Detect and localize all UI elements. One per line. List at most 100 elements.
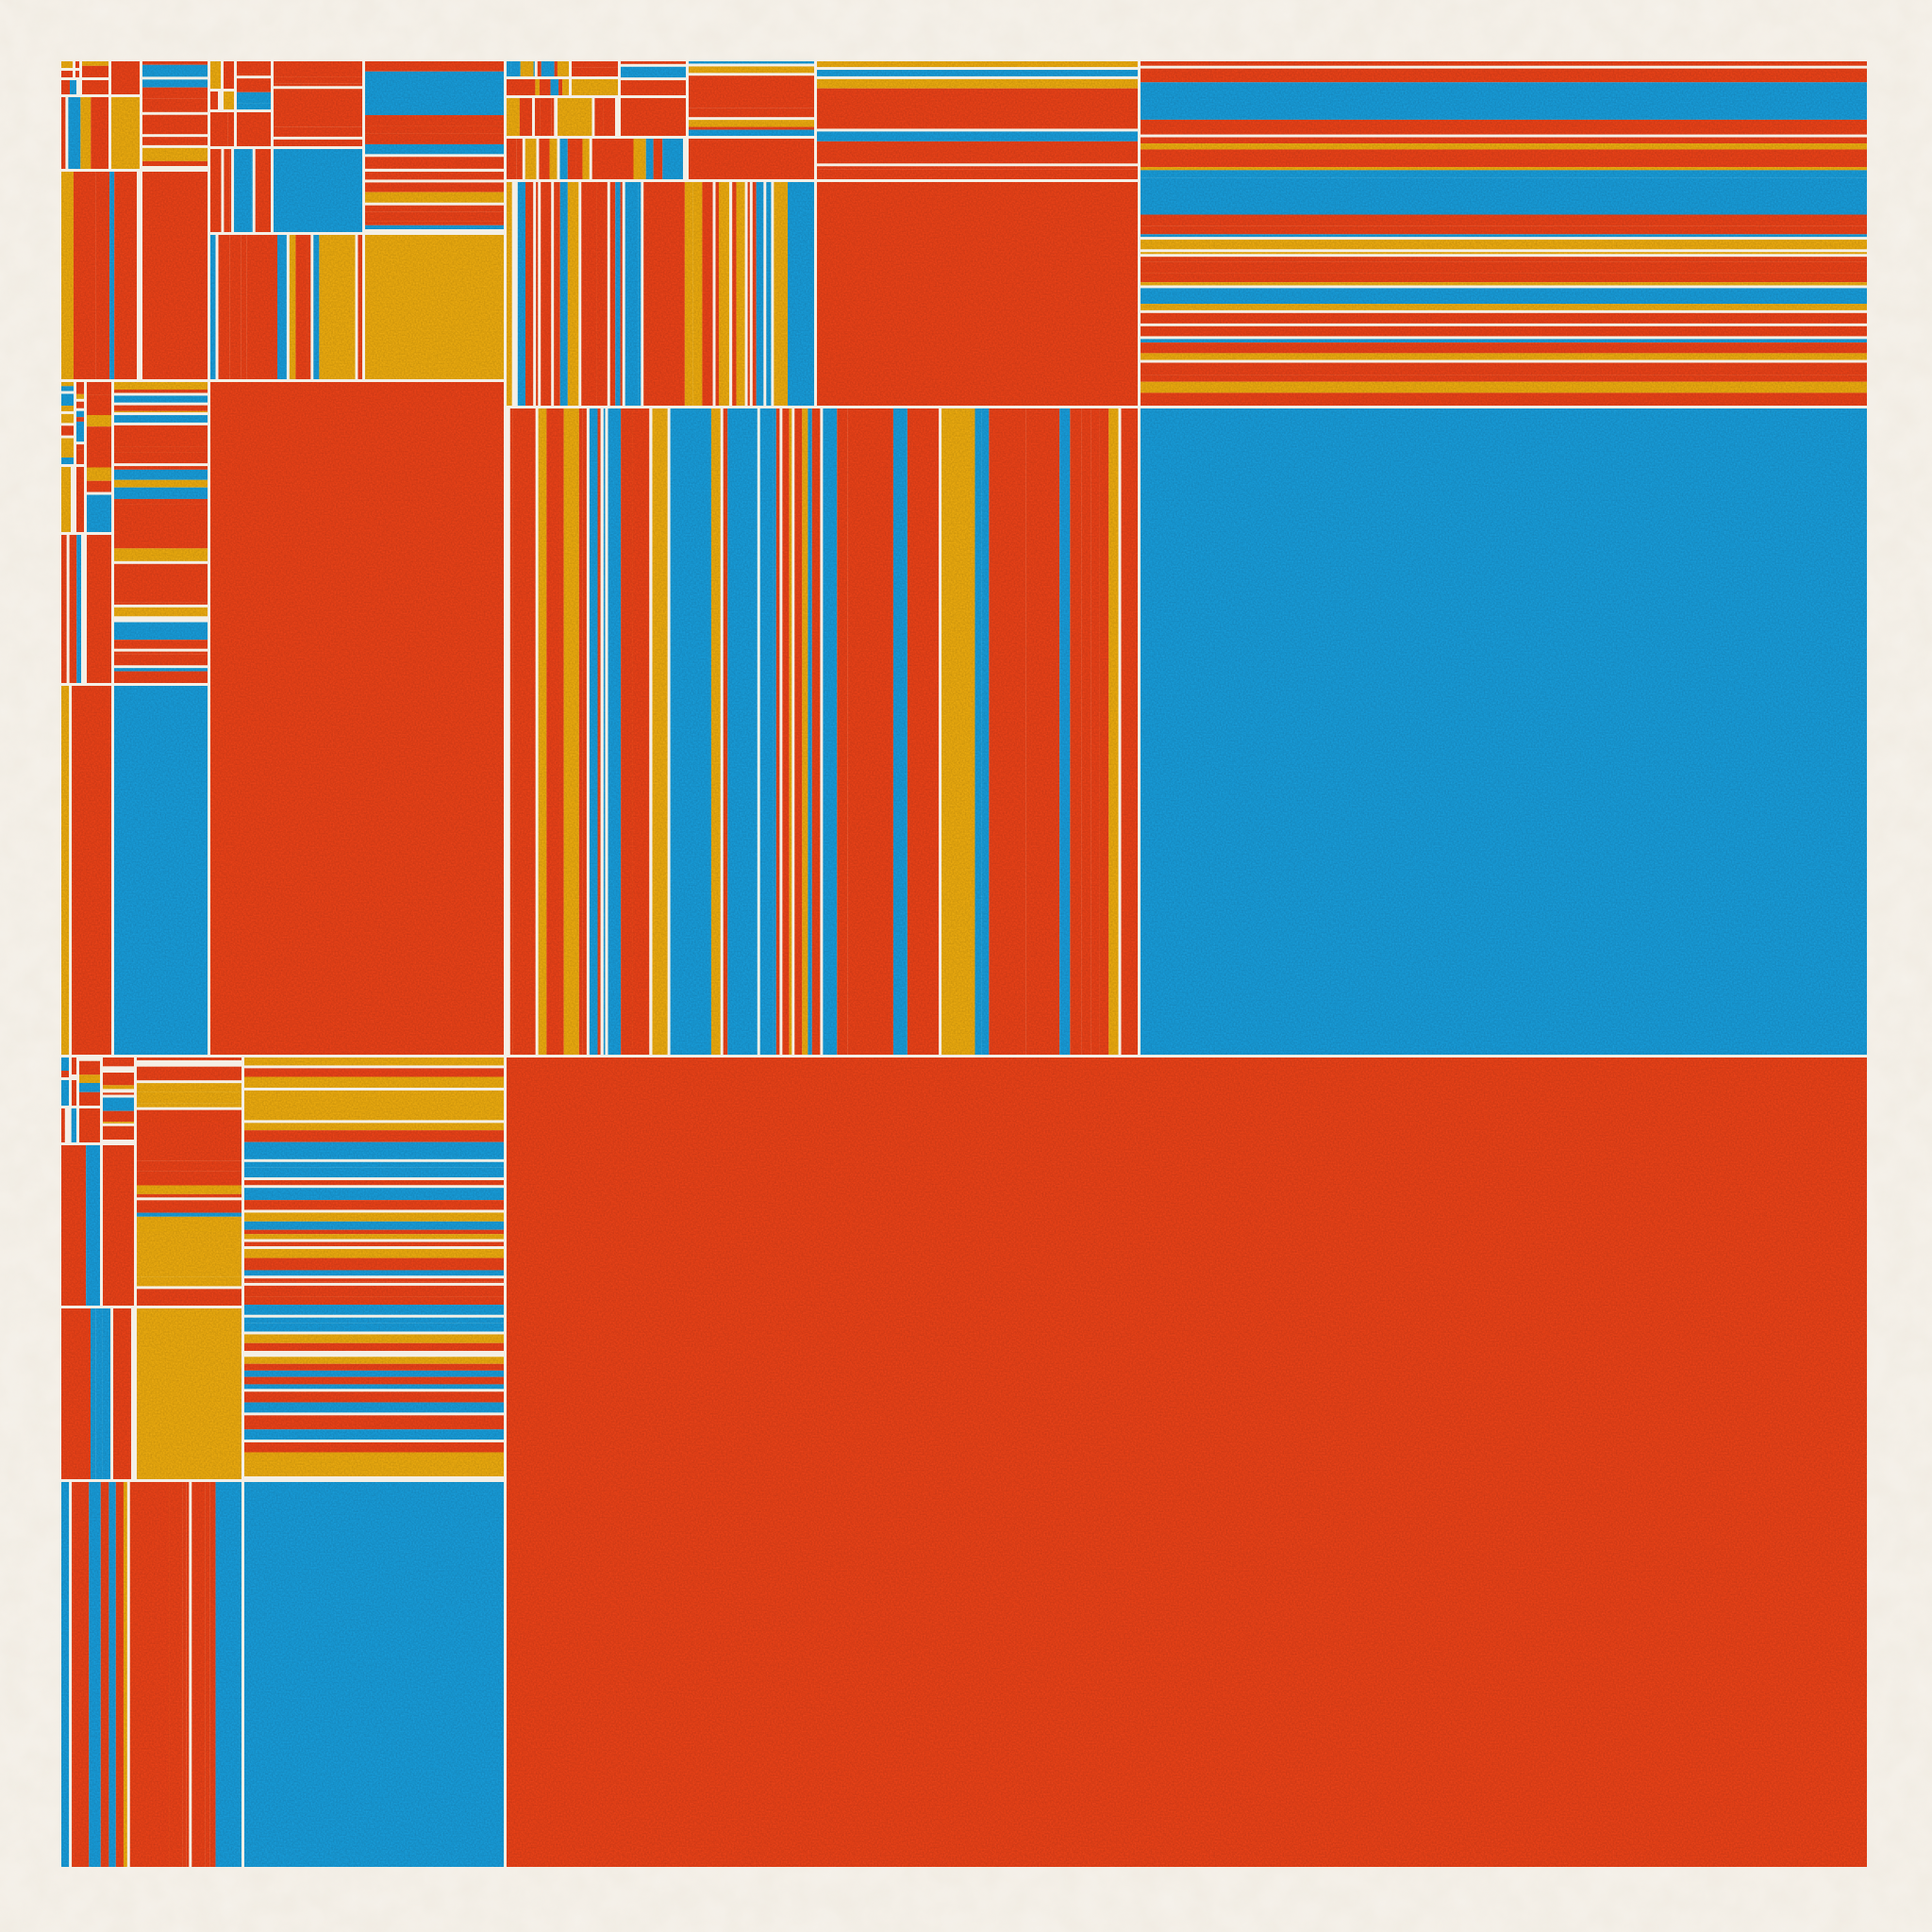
block (274, 139, 362, 146)
block (61, 386, 74, 391)
block (100, 1482, 109, 1867)
block (550, 79, 559, 95)
block (817, 88, 1138, 129)
block (244, 1441, 504, 1453)
block (113, 1308, 131, 1479)
block (210, 149, 222, 232)
block (752, 182, 757, 406)
block (224, 149, 230, 232)
block (974, 408, 982, 1055)
block (61, 1145, 87, 1306)
block (210, 61, 221, 89)
block (520, 61, 534, 76)
block (209, 1482, 216, 1867)
block (142, 137, 208, 145)
block (313, 235, 320, 379)
block (142, 61, 208, 65)
block (892, 408, 908, 1055)
block (365, 157, 504, 169)
block (137, 1083, 242, 1092)
block (244, 1090, 504, 1121)
block (68, 97, 81, 169)
block (551, 98, 555, 136)
block (689, 139, 814, 179)
block (142, 160, 208, 166)
block (114, 389, 208, 393)
block (103, 1122, 134, 1124)
block (244, 1317, 504, 1324)
block (114, 382, 208, 390)
block (79, 1091, 100, 1106)
block (723, 408, 728, 1055)
block (1141, 82, 1867, 120)
block (1091, 408, 1100, 1055)
block (817, 169, 1138, 179)
block (541, 61, 555, 76)
block (103, 1092, 134, 1095)
block (554, 182, 560, 406)
block (142, 79, 208, 88)
block (142, 114, 208, 135)
block (244, 1151, 504, 1159)
block (692, 182, 703, 406)
block (274, 126, 362, 137)
block (103, 1125, 134, 1140)
block (79, 1060, 100, 1068)
block (114, 563, 208, 603)
block (615, 182, 621, 406)
block (82, 65, 108, 77)
block (1141, 61, 1867, 66)
block (142, 147, 208, 161)
block (276, 235, 287, 379)
block (244, 1370, 504, 1377)
block (72, 686, 111, 1055)
block (76, 467, 84, 532)
block (87, 480, 111, 492)
block (61, 97, 66, 169)
block (586, 182, 597, 406)
block (847, 408, 893, 1055)
block (76, 444, 84, 450)
block (244, 1130, 504, 1142)
block (109, 172, 115, 379)
block (76, 401, 84, 408)
block (689, 75, 814, 108)
block (537, 61, 541, 76)
block (567, 139, 576, 179)
block (759, 408, 774, 1055)
block (244, 1257, 504, 1271)
block (244, 1278, 504, 1282)
block (581, 182, 587, 406)
block (210, 382, 504, 1055)
block (237, 112, 271, 146)
block (244, 1241, 504, 1247)
block (1141, 288, 1867, 305)
block (244, 1482, 504, 1867)
block (76, 382, 84, 391)
block (79, 1074, 100, 1083)
block (137, 1289, 242, 1306)
block (244, 1234, 504, 1240)
block (549, 139, 558, 179)
block (638, 182, 641, 406)
block (114, 504, 208, 549)
block (558, 79, 563, 95)
block (72, 1482, 85, 1867)
block (76, 449, 84, 464)
block (142, 64, 208, 70)
block (365, 172, 504, 180)
block (114, 172, 137, 379)
block (1141, 167, 1867, 171)
block (365, 125, 504, 134)
block (137, 1103, 242, 1108)
block (1141, 339, 1867, 343)
block (358, 235, 362, 379)
block (643, 408, 650, 1055)
block (538, 408, 547, 1055)
block (563, 408, 568, 1055)
block (61, 80, 71, 94)
block (95, 1308, 103, 1479)
block (82, 61, 108, 66)
block (608, 408, 622, 1055)
block (142, 172, 208, 379)
